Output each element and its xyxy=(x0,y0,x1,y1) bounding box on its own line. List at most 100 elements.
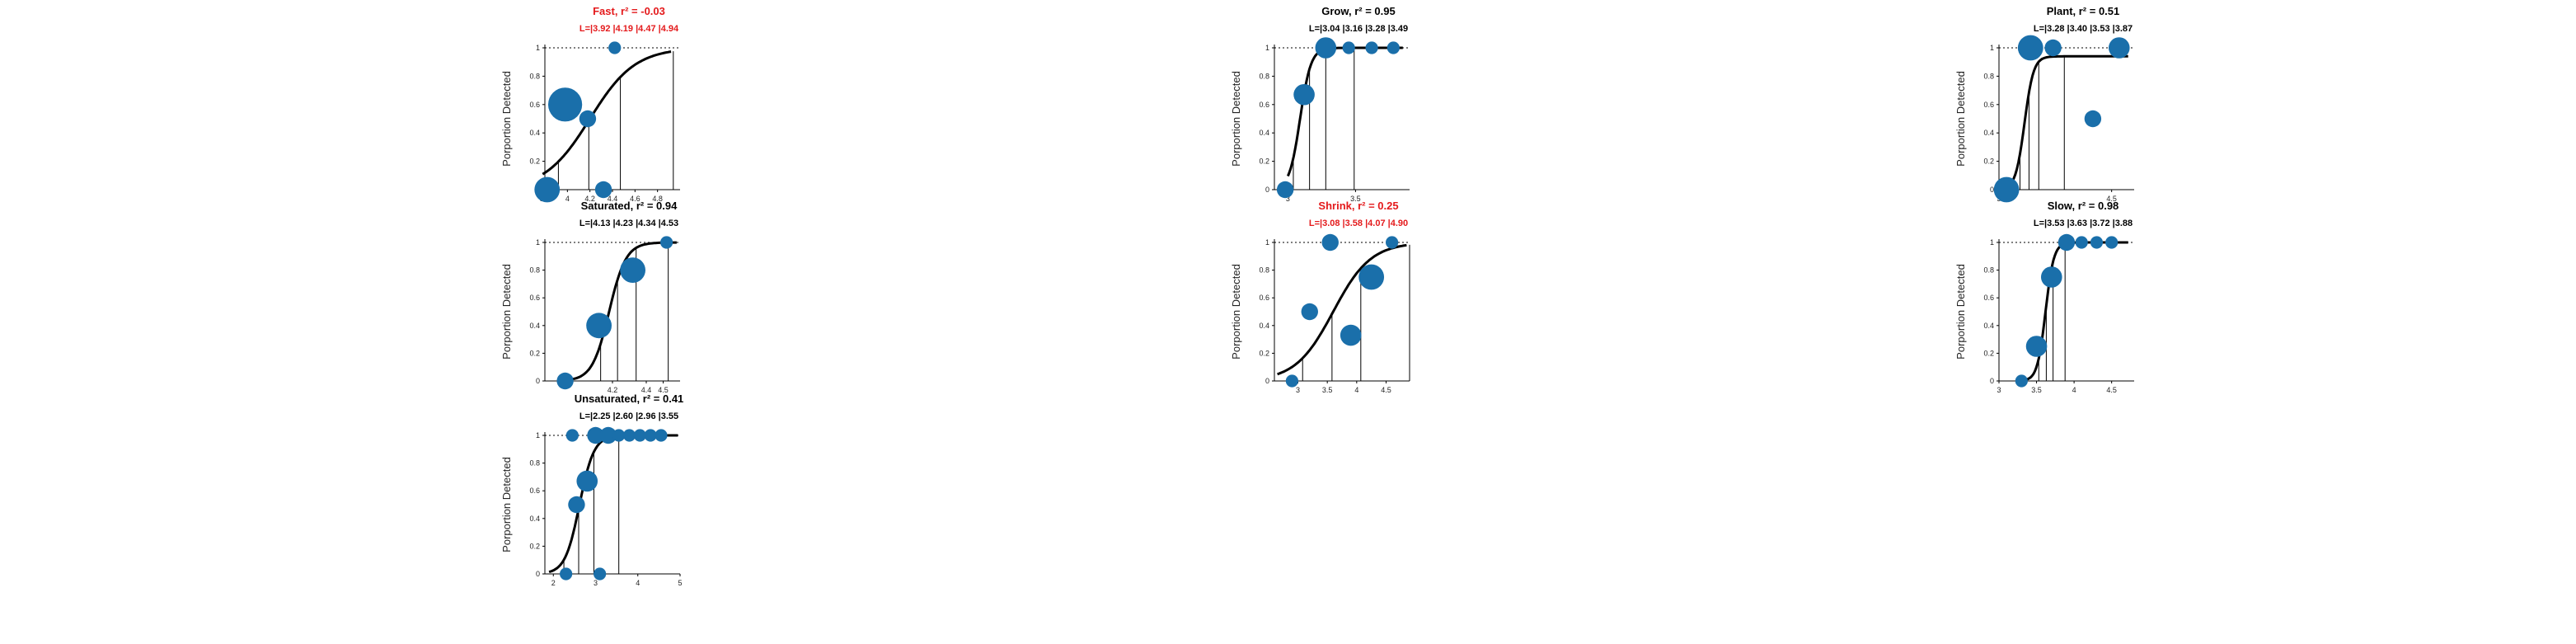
panel-unsaturated: Unsaturated, r² = 0.41 L=|2.25 |2.60 |2.9… xyxy=(500,393,683,587)
panel-shrink: Shrink, r² = 0.25 L=|3.08 |3.58 |4.07 |4.… xyxy=(1230,200,1410,394)
y-tick-label: 0.6 xyxy=(529,487,540,495)
x-tick-label: 4.5 xyxy=(1381,386,1391,394)
x-tick-label: 4.8 xyxy=(652,195,663,203)
y-tick-label: 0.8 xyxy=(1259,72,1269,80)
y-tick-label: 0 xyxy=(1265,377,1269,385)
y-tick-label: 0.2 xyxy=(529,349,540,357)
y-axis-label: Porportion Detected xyxy=(1230,264,1242,360)
data-point xyxy=(1342,41,1355,54)
x-tick-label: 4.4 xyxy=(641,386,652,394)
panel-plant: Plant, r² = 0.51 L=|3.28 |3.40 |3.53 |3.8… xyxy=(1954,5,2134,203)
data-point xyxy=(548,87,583,122)
fit-curve xyxy=(1287,46,1403,177)
chart-subtitle: L=|3.53 |3.63 |3.72 |3.88 xyxy=(2034,219,2133,228)
panel-saturated: Saturated, r² = 0.94 L=|4.13 |4.23 |4.34 … xyxy=(500,200,680,394)
y-tick-label: 0 xyxy=(1265,186,1269,194)
y-tick-label: 0.8 xyxy=(529,72,540,80)
data-point xyxy=(655,429,668,442)
data-point xyxy=(1301,303,1318,321)
y-tick-label: 0.4 xyxy=(1983,322,1994,330)
data-point xyxy=(2090,236,2104,249)
y-tick-label: 0.8 xyxy=(1259,266,1269,275)
y-axis-label: Porportion Detected xyxy=(1954,71,1967,167)
x-tick-label: 4.5 xyxy=(2106,386,2117,394)
fit-curve xyxy=(2002,54,2128,190)
data-point xyxy=(633,429,646,442)
data-point xyxy=(576,470,598,492)
fit-curve xyxy=(542,50,672,176)
y-tick-label: 0.4 xyxy=(1259,322,1269,330)
y-tick-label: 1 xyxy=(1265,44,1269,52)
data-point xyxy=(2017,35,2043,61)
y-tick-label: 0 xyxy=(536,570,540,578)
chart-subtitle: L=|3.28 |3.40 |3.53 |3.87 xyxy=(2034,24,2133,34)
data-point xyxy=(587,426,604,444)
chart-title: Saturated, r² = 0.94 xyxy=(581,200,678,212)
data-point xyxy=(568,496,585,514)
y-tick-label: 1 xyxy=(1265,238,1269,247)
x-tick-label: 5 xyxy=(678,579,682,587)
y-tick-label: 0 xyxy=(1990,186,1994,194)
y-tick-label: 0.6 xyxy=(529,294,540,302)
x-tick-label: 4.4 xyxy=(608,195,618,203)
y-tick-label: 0.6 xyxy=(1259,294,1269,302)
x-tick-label: 3.5 xyxy=(1322,386,1333,394)
y-tick-label: 1 xyxy=(536,431,540,440)
x-tick-label: 4 xyxy=(1354,386,1358,394)
data-point xyxy=(1386,236,1399,249)
y-tick-label: 0.6 xyxy=(1983,294,1994,302)
chart-subtitle: L=|2.25 |2.60 |2.96 |3.55 xyxy=(579,411,678,421)
data-point xyxy=(2044,39,2062,57)
y-tick-label: 0.8 xyxy=(529,459,540,468)
y-tick-label: 0.6 xyxy=(1259,101,1269,109)
chart-title: Plant, r² = 0.51 xyxy=(2047,5,2120,17)
data-point xyxy=(2075,236,2088,249)
y-tick-label: 1 xyxy=(1990,238,1994,247)
data-point xyxy=(1293,83,1315,106)
y-tick-label: 0.8 xyxy=(529,266,540,275)
x-tick-label: 4.2 xyxy=(584,195,595,203)
y-axis-label: Porportion Detected xyxy=(1230,71,1242,167)
x-tick-label: 4.2 xyxy=(608,386,618,394)
data-point xyxy=(1321,233,1339,251)
data-point xyxy=(660,236,673,249)
data-point xyxy=(1387,41,1400,54)
data-point xyxy=(1285,374,1298,388)
data-point xyxy=(556,372,574,390)
data-point xyxy=(1365,41,1378,54)
chart-title: Shrink, r² = 0.25 xyxy=(1318,200,1398,212)
y-tick-label: 0.4 xyxy=(1259,129,1269,137)
y-axis-label: Porportion Detected xyxy=(1954,264,1967,360)
data-point xyxy=(1993,176,2020,203)
data-point xyxy=(599,426,617,444)
y-tick-label: 0 xyxy=(1990,377,1994,385)
y-tick-label: 0.2 xyxy=(1983,349,1994,357)
chart-subtitle: L=|3.92 |4.19 |4.47 |4.94 xyxy=(579,24,679,34)
data-point xyxy=(2058,233,2076,251)
x-tick-label: 4 xyxy=(565,195,570,203)
data-point xyxy=(1358,264,1385,290)
data-point xyxy=(2105,236,2119,249)
chart-title: Fast, r² = -0.03 xyxy=(593,5,665,17)
y-tick-label: 0.2 xyxy=(529,542,540,550)
data-point xyxy=(2040,266,2062,288)
x-tick-label: 3.5 xyxy=(2031,386,2042,394)
x-tick-label: 4 xyxy=(2072,386,2076,394)
x-tick-label: 3 xyxy=(1296,386,1300,394)
x-tick-label: 3 xyxy=(1286,195,1290,203)
x-tick-label: 4.5 xyxy=(2106,195,2117,203)
data-point xyxy=(608,41,622,54)
y-axis-label: Porportion Detected xyxy=(500,71,513,167)
x-tick-label: 3.5 xyxy=(1350,195,1361,203)
fit-curve xyxy=(1277,243,1407,376)
x-tick-label: 4.6 xyxy=(630,195,640,203)
data-point xyxy=(565,429,579,442)
panel-slow: Slow, r² = 0.98 L=|3.53 |3.63 |3.72 |3.88… xyxy=(1954,200,2134,394)
data-point xyxy=(2015,374,2028,388)
data-point xyxy=(586,313,612,339)
data-point xyxy=(1276,181,1294,199)
x-tick-label: 3 xyxy=(594,579,598,587)
data-point xyxy=(612,429,626,442)
y-tick-label: 1 xyxy=(1990,44,1994,52)
